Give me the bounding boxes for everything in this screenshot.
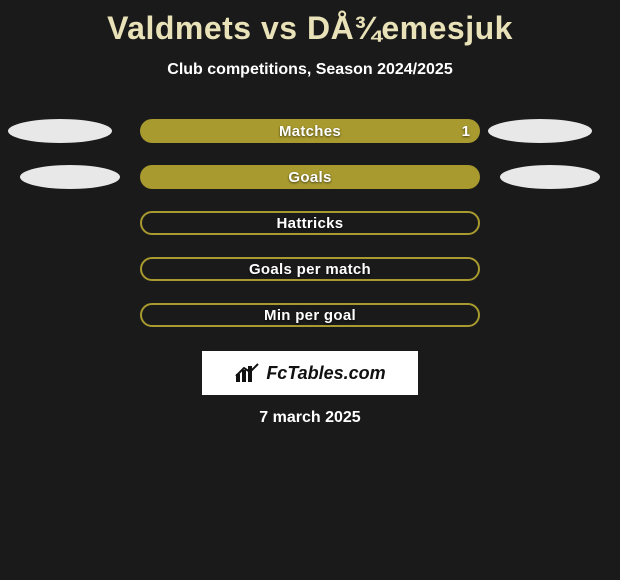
page-title: Valdmets vs DÅ¾emesjuk (0, 10, 620, 47)
page-subtitle: Club competitions, Season 2024/2025 (0, 61, 620, 79)
logo-box: FcTables.com (202, 351, 418, 395)
stat-row-hattricks: Hattricks (0, 211, 620, 235)
stat-row-goals-per-match: Goals per match (0, 257, 620, 281)
stat-pill-matches: Matches (140, 119, 480, 143)
stat-pill-goals-per-match: Goals per match (140, 257, 480, 281)
stat-row-min-per-goal: Min per goal (0, 303, 620, 327)
stat-pill-hattricks: Hattricks (140, 211, 480, 235)
decor-ellipse-left (20, 165, 120, 189)
decor-ellipse-right (500, 165, 600, 189)
decor-ellipse-right (488, 119, 592, 143)
stat-label: Goals (288, 169, 331, 186)
logo-chart-icon (234, 362, 260, 384)
stat-pill-min-per-goal: Min per goal (140, 303, 480, 327)
stat-label: Hattricks (277, 215, 344, 232)
decor-ellipse-left (8, 119, 112, 143)
date-text: 7 march 2025 (0, 409, 620, 427)
stat-row-goals: Goals (0, 165, 620, 189)
stat-rows: Matches 1 Goals Hattricks Goals per matc… (0, 119, 620, 327)
logo-text: FcTables.com (266, 363, 385, 384)
stat-label: Matches (279, 123, 341, 140)
stat-pill-goals: Goals (140, 165, 480, 189)
stat-label: Goals per match (249, 261, 371, 278)
stat-row-matches: Matches 1 (0, 119, 620, 143)
stat-label: Min per goal (264, 307, 356, 324)
stat-value-right: 1 (462, 119, 470, 143)
